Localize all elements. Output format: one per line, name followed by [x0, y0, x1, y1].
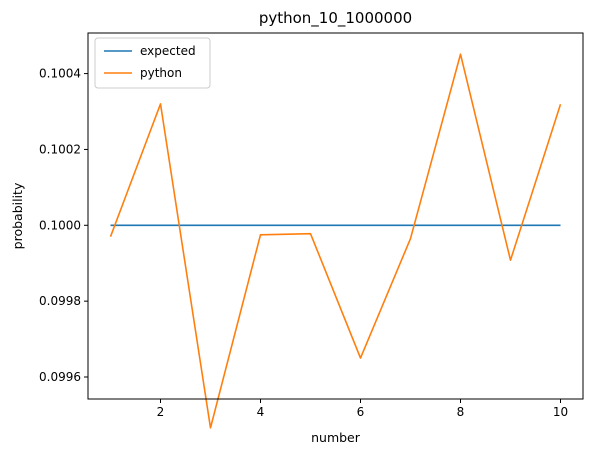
x-tick-label: 10 — [553, 405, 568, 419]
x-tick-label: 8 — [457, 405, 465, 419]
y-tick-label: 0.1004 — [39, 67, 81, 81]
x-axis: 2 4 6 8 10 — [157, 399, 568, 419]
plot-frame — [87, 32, 584, 400]
series-layer — [109, 53, 562, 429]
series-line-python — [109, 53, 562, 429]
y-tick-label: 0.0998 — [39, 294, 81, 308]
legend-label-expected: expected — [140, 44, 196, 58]
legend-label-python: python — [140, 66, 182, 80]
y-tick-label: 0.1002 — [39, 142, 81, 156]
y-axis-label: probability — [10, 182, 25, 249]
x-tick-label: 2 — [157, 405, 165, 419]
x-axis-label: number — [311, 430, 361, 445]
legend: expected python — [94, 37, 211, 89]
x-tick-label: 4 — [257, 405, 265, 419]
y-tick-label: 0.1000 — [39, 218, 81, 232]
chart-title: python_10_1000000 — [259, 9, 412, 28]
x-tick-label: 6 — [357, 405, 365, 419]
y-axis: 0.0996 0.0998 0.1000 0.1002 0.1004 — [39, 67, 88, 384]
y-tick-label: 0.0996 — [39, 370, 81, 384]
